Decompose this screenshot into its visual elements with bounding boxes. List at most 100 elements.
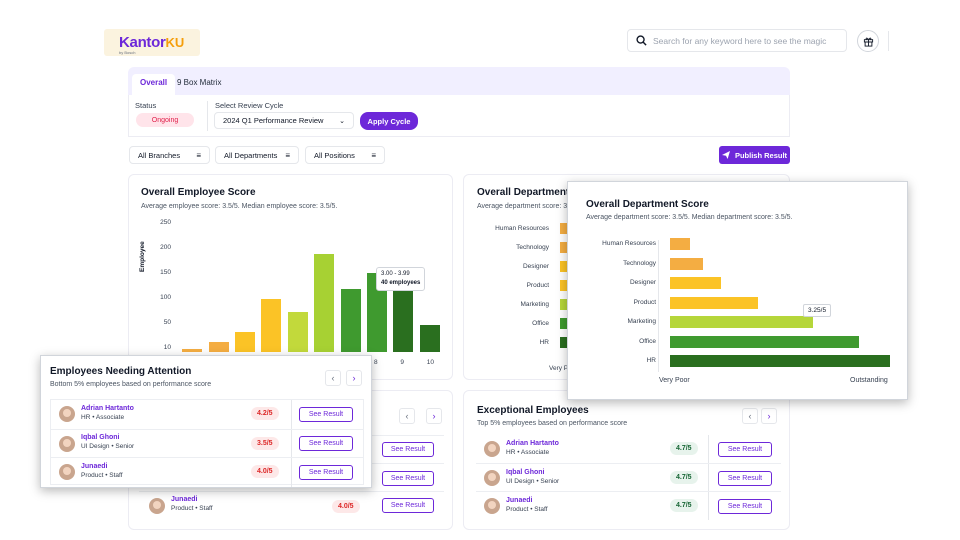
table-row: Junaedi Product • Staff 4.0/5 See Result	[51, 457, 363, 487]
department-score-chart: Human Resources Technology Designer Product…	[578, 234, 898, 374]
x-tick-label: 8	[374, 359, 378, 366]
employee-name[interactable]: Adrian Hartanto	[81, 404, 134, 412]
exceptional-employees-card: Exceptional Employees Top 5% employees b…	[463, 390, 790, 530]
divider	[291, 400, 292, 429]
bar-tooltip: 3.00 - 3.99 40 employees	[376, 267, 426, 291]
department-score-popup: Overall Department Score Average departm…	[567, 181, 908, 400]
x-max-label: Outstanding	[850, 377, 888, 384]
chevron-down-icon: ⌄	[339, 117, 345, 125]
y-tick-label: 200	[160, 244, 171, 251]
filter-icon: ≡	[196, 150, 201, 160]
category-label: Human Resources	[495, 225, 549, 232]
positions-filter[interactable]: All Positions ≡	[305, 146, 385, 164]
employee-name[interactable]: Iqbal Ghoni	[506, 468, 545, 476]
score-badge: 4.7/5	[670, 471, 698, 484]
filter-icon: ≡	[285, 150, 290, 160]
previous-button[interactable]: ‹	[742, 408, 758, 424]
department-bar[interactable]	[670, 296, 758, 309]
y-tick-label: 150	[160, 269, 171, 276]
divider	[139, 491, 444, 492]
value-annotation: 3.25/5	[803, 304, 832, 317]
logo: Kantor KU by Bosch	[104, 29, 200, 56]
chart-bar[interactable]	[235, 332, 255, 352]
needing-attention-list: Adrian Hartanto HR • Associate 4.2/5 See Re…	[50, 399, 364, 487]
see-result-button[interactable]: See Result	[382, 471, 434, 486]
branches-filter[interactable]: All Branches ≡	[129, 146, 210, 164]
previous-button[interactable]: ‹	[399, 408, 415, 424]
chart-bar[interactable]	[208, 341, 229, 352]
chart-bar[interactable]	[340, 289, 361, 352]
employee-info: Iqbal Ghoni UI Design • Senior	[81, 434, 134, 450]
see-result-button[interactable]: See Result	[299, 436, 353, 452]
department-bar[interactable]	[670, 335, 860, 348]
employee-name[interactable]: Iqbal Ghoni	[81, 434, 120, 442]
previous-button[interactable]: ‹	[325, 370, 341, 386]
employee-name[interactable]: Junaedi	[171, 496, 198, 503]
filter-panel: Status Ongoing Select Review Cycle 2024 …	[128, 95, 790, 137]
score-badge: 4.7/5	[670, 442, 698, 455]
tab-9-box-matrix[interactable]: 9 Box Matrix	[177, 78, 222, 87]
department-bar[interactable]	[670, 316, 813, 328]
score-badge: 4.0/5	[332, 500, 360, 513]
see-result-button[interactable]: See Result	[718, 441, 772, 457]
employee-role: HR • Associate	[81, 413, 125, 421]
chart-bar[interactable]	[287, 311, 308, 352]
avatar	[484, 470, 500, 486]
department-bar[interactable]	[670, 355, 890, 367]
department-bar[interactable]	[670, 257, 703, 270]
score-badge: 4.2/5	[251, 407, 279, 421]
x-tick-label: 9	[400, 359, 405, 366]
list-item: Junaedi Product • Staff	[171, 496, 213, 512]
employee-info: Junaedi Product • Staff	[506, 497, 548, 513]
see-result-button[interactable]: See Result	[718, 498, 772, 514]
y-tick-label: 50	[163, 319, 171, 326]
review-cycle-select[interactable]: 2024 Q1 Performance Review ⌄	[214, 112, 354, 129]
divider	[708, 464, 709, 492]
next-button[interactable]: ›	[346, 370, 362, 386]
y-tick-label: 250	[160, 219, 171, 226]
chart-bar[interactable]	[314, 254, 335, 352]
employee-name[interactable]: Adrian Hartanto	[506, 439, 559, 447]
next-button[interactable]: ›	[761, 408, 777, 424]
y-tick-label: 10	[163, 344, 171, 351]
search-input[interactable]: Search for any keyword here to see the m…	[653, 35, 827, 46]
needing-attention-title: Employees Needing Attention	[50, 366, 192, 377]
publish-result-label: Publish Result	[734, 150, 788, 160]
employee-name[interactable]: Junaedi	[506, 496, 533, 504]
see-result-button[interactable]: See Result	[299, 406, 353, 422]
chart-bar[interactable]	[261, 298, 282, 352]
employee-info: Adrian Hartanto HR • Associate	[81, 405, 134, 421]
chart-bar[interactable]	[393, 289, 414, 352]
gift-button[interactable]	[857, 30, 879, 52]
chart-bar[interactable]	[419, 325, 440, 352]
divider	[291, 429, 292, 458]
x-tick-label: 10	[426, 359, 435, 366]
departments-filter[interactable]: All Departments ≡	[215, 146, 299, 164]
see-result-button[interactable]: See Result	[382, 498, 434, 513]
department-bar[interactable]	[670, 277, 721, 289]
employee-role: Product • Staff	[506, 505, 548, 513]
chart-bar[interactable]	[182, 349, 203, 352]
department-bar[interactable]	[670, 238, 690, 250]
apply-cycle-button[interactable]: Apply Cycle	[360, 112, 418, 130]
see-result-button[interactable]: See Result	[718, 470, 772, 486]
table-row: Iqbal Ghoni UI Design • Senior 4.7/5 See Re…	[476, 463, 781, 492]
employee-role: Product • Staff	[81, 471, 123, 479]
category-label: Designer	[629, 279, 656, 286]
avatar	[59, 464, 75, 481]
next-button[interactable]: ›	[426, 408, 442, 424]
tooltip-range: 3.00 - 3.99	[381, 271, 410, 277]
chart-bar[interactable]	[367, 272, 387, 352]
see-result-button[interactable]: See Result	[382, 442, 434, 457]
search-bar[interactable]: Search for any keyword here to see the m…	[627, 29, 847, 52]
publish-result-button[interactable]: Publish Result	[719, 146, 790, 164]
avatar	[149, 498, 165, 514]
see-result-button[interactable]: See Result	[299, 464, 353, 480]
employee-name[interactable]: Junaedi	[81, 462, 108, 470]
table-row: Junaedi Product • Staff 4.7/5 See Result	[476, 491, 781, 520]
employee-score-bars	[179, 225, 443, 352]
tab-overall[interactable]: Overall	[132, 74, 176, 95]
category-label: Human Resources	[602, 240, 656, 247]
cycle-label: Select Review Cycle	[215, 101, 284, 110]
tab-bar: Overall 9 Box Matrix	[128, 67, 790, 95]
